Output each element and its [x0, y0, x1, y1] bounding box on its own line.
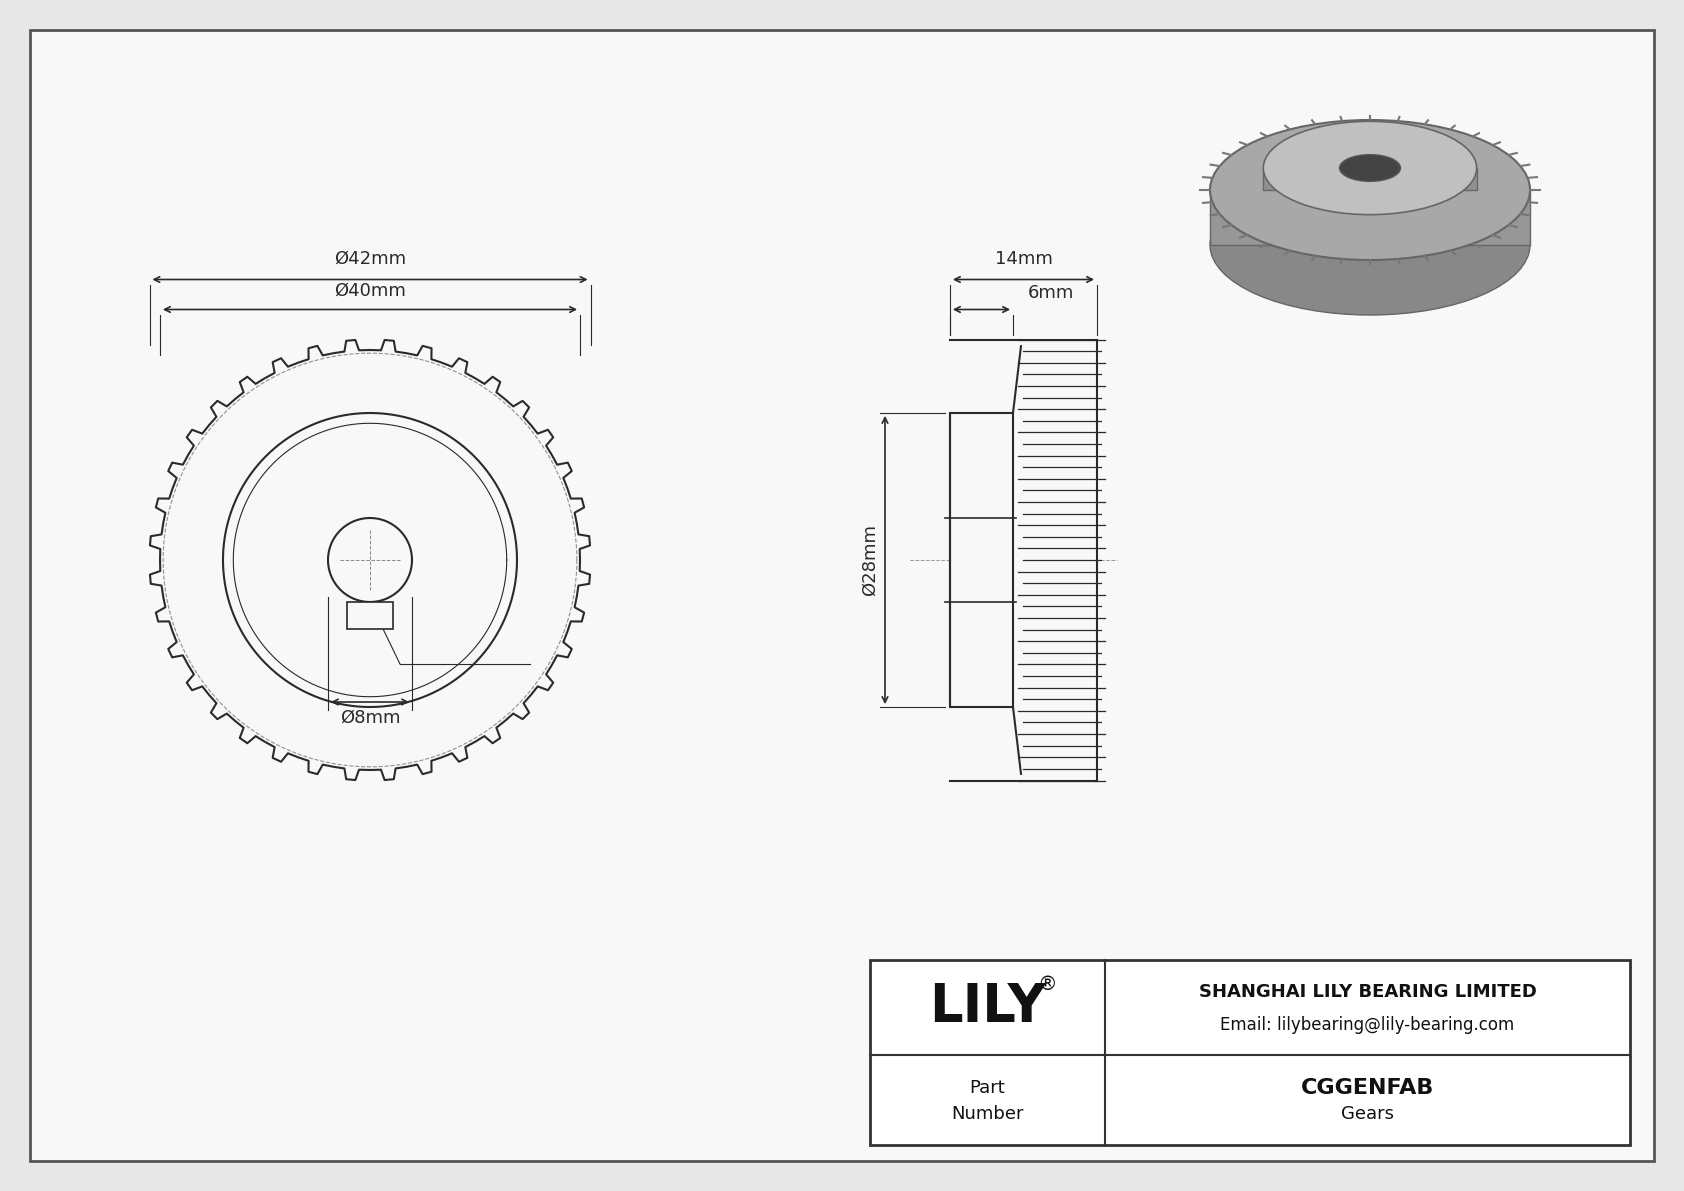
Polygon shape — [1263, 168, 1477, 191]
Text: LILY: LILY — [928, 981, 1046, 1033]
Text: Email: lilybearing@lily-bearing.com: Email: lilybearing@lily-bearing.com — [1221, 1016, 1514, 1034]
Ellipse shape — [1339, 155, 1401, 181]
Text: CGGENFAB: CGGENFAB — [1300, 1078, 1435, 1098]
Text: Gears: Gears — [1340, 1105, 1394, 1123]
Text: Ø28mm: Ø28mm — [861, 524, 879, 596]
Bar — [871, 960, 1630, 1145]
Text: Ø42mm: Ø42mm — [333, 249, 406, 268]
Bar — [950, 339, 1096, 780]
Bar — [347, 601, 392, 629]
Text: SHANGHAI LILY BEARING LIMITED: SHANGHAI LILY BEARING LIMITED — [1199, 983, 1536, 1000]
Ellipse shape — [1263, 121, 1477, 214]
Text: 6mm: 6mm — [1027, 283, 1074, 301]
Text: Part: Part — [970, 1079, 1005, 1097]
Text: 14mm: 14mm — [995, 249, 1052, 268]
Ellipse shape — [1211, 120, 1531, 260]
Polygon shape — [1211, 191, 1531, 245]
Text: Ø40mm: Ø40mm — [333, 281, 406, 299]
Ellipse shape — [1211, 175, 1531, 314]
Text: Number: Number — [951, 1105, 1024, 1123]
Text: Ø8mm: Ø8mm — [340, 709, 401, 727]
Text: ®: ® — [1037, 975, 1058, 994]
Bar — [950, 413, 1014, 707]
